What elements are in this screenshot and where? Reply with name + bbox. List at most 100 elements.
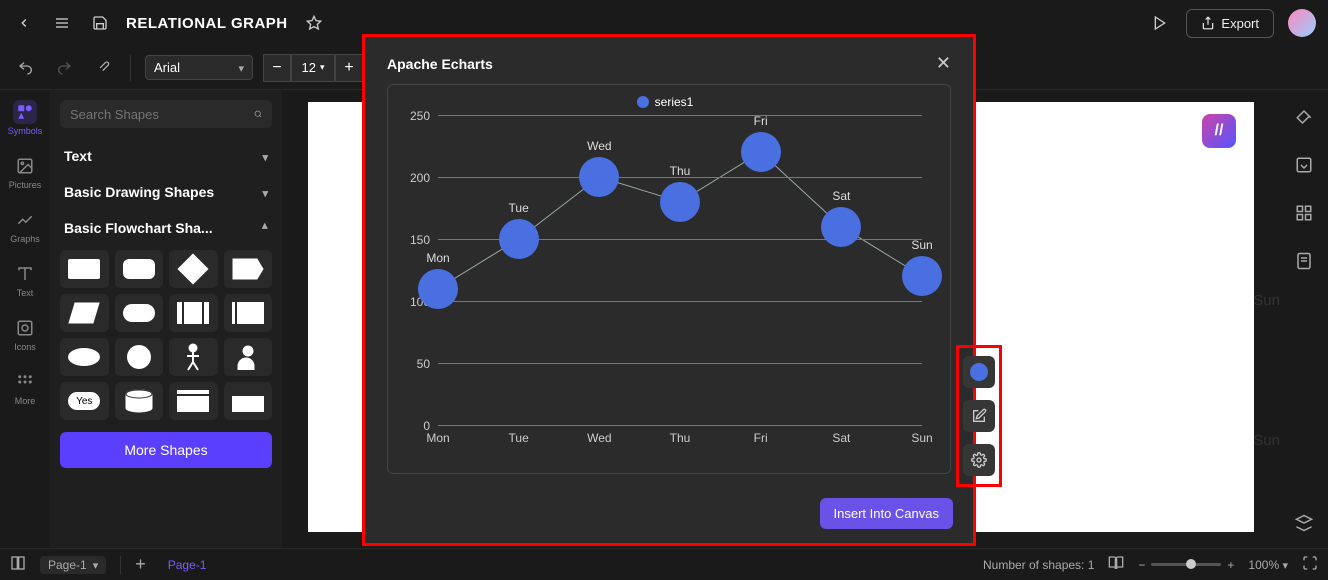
shape-user[interactable]	[224, 338, 273, 376]
export-label: Export	[1221, 16, 1259, 31]
undo-icon[interactable]	[12, 54, 40, 82]
echarts-modal: Apache Echarts ✕ series1 050100150200250…	[362, 34, 976, 546]
shape-diamond[interactable]	[169, 250, 218, 288]
font-size-input[interactable]: 12▾	[291, 54, 335, 82]
shape-grid: Yes	[60, 246, 272, 424]
rail-item-graphs[interactable]: Graphs	[10, 208, 40, 244]
import-icon[interactable]	[1291, 152, 1317, 178]
category-text-label: Text	[64, 148, 92, 164]
fullscreen-icon[interactable]	[1302, 555, 1318, 574]
data-point[interactable]	[418, 269, 458, 309]
close-icon[interactable]: ✕	[936, 53, 951, 74]
layers-icon[interactable]	[1291, 510, 1317, 536]
series-color-tool[interactable]	[963, 356, 995, 388]
x-tick-label: Thu	[670, 431, 691, 445]
search-icon	[254, 106, 262, 122]
right-rail	[1280, 90, 1328, 548]
zoom-value: 100%	[1248, 558, 1279, 572]
x-tick-label: Fri	[754, 431, 768, 445]
rail-item-pictures[interactable]: Pictures	[9, 154, 42, 190]
save-icon[interactable]	[88, 11, 112, 35]
gridline: 0	[438, 425, 922, 426]
data-point[interactable]	[902, 256, 942, 296]
x-tick-label: Tue	[509, 431, 529, 445]
font-size-increase-button[interactable]: +	[335, 54, 363, 82]
shape-flag[interactable]	[224, 250, 273, 288]
data-point[interactable]	[579, 157, 619, 197]
page-dropdown[interactable]: Page-1	[40, 556, 106, 574]
legend-marker	[637, 96, 649, 108]
x-tick-label: Wed	[587, 431, 611, 445]
shape-ellipse[interactable]	[60, 338, 109, 376]
chart-plot[interactable]: 050100150200250MonTueWedThuFriSatSunMonT…	[438, 115, 922, 425]
chart-container: series1 050100150200250MonTueWedThuFriSa…	[387, 84, 951, 474]
shape-rectangle[interactable]	[60, 250, 109, 288]
add-page-button[interactable]: +	[135, 554, 146, 575]
shape-pill[interactable]	[115, 294, 164, 332]
shape-hstripe[interactable]	[169, 382, 218, 420]
shape-parallelogram[interactable]	[60, 294, 109, 332]
export-icon	[1201, 16, 1215, 30]
zoom-label[interactable]: 100%	[1248, 558, 1288, 572]
redo-icon[interactable]	[50, 54, 78, 82]
insert-into-canvas-button[interactable]: Insert Into Canvas	[820, 498, 954, 529]
data-point[interactable]	[660, 182, 700, 222]
shape-rounded-rect[interactable]	[115, 250, 164, 288]
x-tick-label: Sun	[911, 431, 932, 445]
rail-item-more[interactable]: More	[13, 370, 37, 406]
legend-label: series1	[655, 95, 694, 109]
page-tab[interactable]: Page-1	[160, 556, 215, 574]
shape-cylinder[interactable]	[115, 382, 164, 420]
shape-vstripe2[interactable]	[224, 294, 273, 332]
category-text[interactable]: Text	[60, 138, 272, 174]
play-icon[interactable]	[1148, 11, 1172, 35]
back-icon[interactable]	[12, 11, 36, 35]
zoom-slider[interactable]: − +	[1138, 558, 1234, 572]
font-size-decrease-button[interactable]: −	[263, 54, 291, 82]
shape-vstripe[interactable]	[169, 294, 218, 332]
data-point-label: Mon	[426, 251, 449, 265]
canvas-label-sun-2: Sun	[1253, 432, 1280, 449]
modal-title: Apache Echarts	[387, 56, 493, 72]
data-point[interactable]	[499, 219, 539, 259]
data-point[interactable]	[741, 132, 781, 172]
chart-legend[interactable]: series1	[398, 95, 932, 109]
shape-person[interactable]	[169, 338, 218, 376]
category-basic-drawing[interactable]: Basic Drawing Shapes	[60, 174, 272, 210]
font-family-select[interactable]: Arial	[145, 55, 253, 80]
gridline: 50	[438, 363, 922, 364]
search-shapes-input[interactable]	[70, 107, 246, 122]
rail-item-symbols[interactable]: Symbols	[8, 100, 43, 136]
x-tick-label: Sat	[832, 431, 850, 445]
page-title: RELATIONAL GRAPH	[126, 15, 288, 32]
data-point-label: Sun	[911, 238, 932, 252]
category-basic-flowchart[interactable]: Basic Flowchart Sha...	[60, 210, 272, 246]
grid-icon[interactable]	[1291, 200, 1317, 226]
star-icon[interactable]	[302, 11, 326, 35]
font-size-value: 12	[302, 60, 316, 75]
shape-yes-label: Yes	[76, 396, 92, 407]
shape-yes[interactable]: Yes	[60, 382, 109, 420]
chart-line	[438, 115, 922, 425]
data-point[interactable]	[821, 207, 861, 247]
data-point-label: Thu	[670, 164, 691, 178]
rail-item-text[interactable]: Text	[13, 262, 37, 298]
edit-chart-tool[interactable]	[963, 400, 995, 432]
rail-item-icons[interactable]: Icons	[13, 316, 37, 352]
export-button[interactable]: Export	[1186, 9, 1274, 38]
shape-circle[interactable]	[115, 338, 164, 376]
bucket-icon[interactable]	[1291, 104, 1317, 130]
shape-header-box[interactable]	[224, 382, 273, 420]
more-shapes-button[interactable]: More Shapes	[60, 432, 272, 468]
y-tick-label: 250	[410, 109, 430, 123]
book-icon[interactable]	[1108, 555, 1124, 574]
settings-tool[interactable]	[963, 444, 995, 476]
search-shapes-box[interactable]	[60, 100, 272, 128]
bottom-bar: Page-1 + Page-1 Number of shapes: 1 − + …	[0, 548, 1328, 580]
document-icon[interactable]	[1291, 248, 1317, 274]
pages-icon[interactable]	[10, 555, 26, 574]
brush-icon[interactable]	[88, 54, 116, 82]
avatar[interactable]	[1288, 9, 1316, 37]
logo-badge[interactable]: //	[1202, 114, 1236, 148]
menu-icon[interactable]	[50, 11, 74, 35]
